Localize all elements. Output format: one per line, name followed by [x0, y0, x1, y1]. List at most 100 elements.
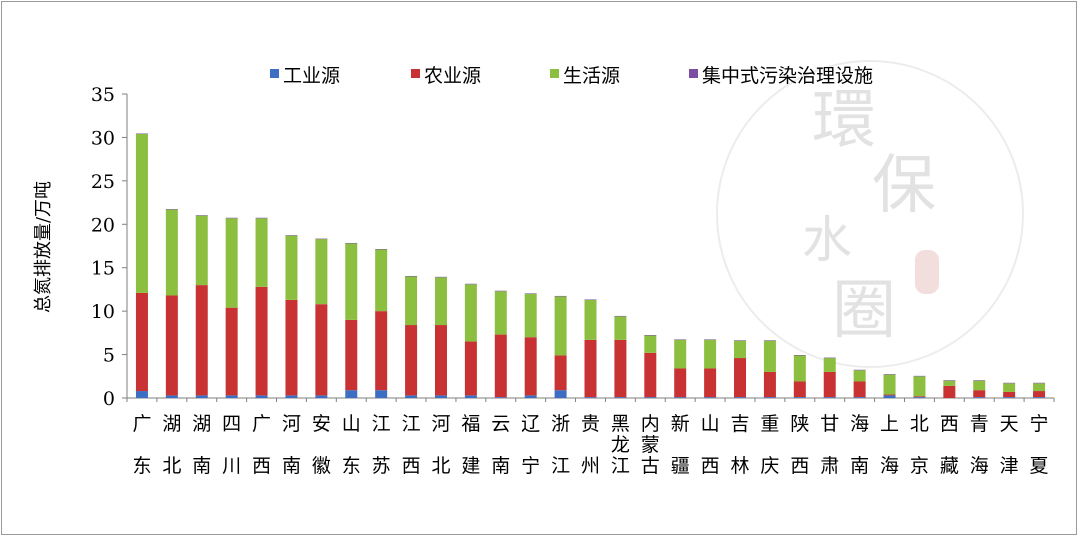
bar-segment — [644, 352, 657, 398]
x-tick-label-char: 海 — [880, 455, 899, 477]
bar-segment — [315, 238, 328, 240]
bar-segment — [345, 319, 358, 391]
legend-label: 集中式污染治理设施 — [702, 65, 873, 87]
x-tick-label-char: 福 — [461, 413, 480, 435]
bar-segment — [823, 371, 836, 398]
x-tick-label-char: 蒙 — [641, 434, 660, 456]
bar-segment — [524, 337, 537, 396]
bar-segment — [793, 355, 806, 356]
bar-segment — [405, 276, 418, 326]
watermark-char: 環 — [812, 84, 876, 158]
x-tick-label: 吉林 — [731, 413, 750, 477]
bar-segment — [823, 397, 836, 398]
x-tick-label-char: 海 — [970, 455, 989, 477]
bar-segment — [584, 397, 597, 398]
bar-segment — [734, 340, 747, 359]
x-tick-label: 北京 — [910, 413, 929, 477]
legend-label: 工业源 — [283, 65, 340, 87]
x-tick-label-char: 浙 — [551, 413, 570, 435]
x-tick-label: 山西 — [701, 413, 720, 477]
y-tick-label: 15 — [91, 258, 115, 280]
x-tick-label-char: 陕 — [790, 413, 809, 435]
x-tick-label-char: 四 — [222, 413, 241, 435]
bar-segment — [973, 380, 986, 381]
x-tick-label: 江西 — [402, 413, 421, 477]
bar-segment — [913, 397, 926, 398]
bar-segment — [823, 358, 836, 372]
x-tick-label-char: 河 — [282, 413, 301, 435]
x-tick-label: 安徽 — [312, 413, 331, 477]
bar-segment — [315, 239, 328, 305]
legend-swatch — [689, 69, 698, 78]
bar-segment — [255, 395, 268, 398]
bar-segment — [943, 385, 956, 398]
bar-segment — [853, 381, 866, 398]
x-tick-label-char: 建 — [461, 455, 480, 477]
x-tick-label: 海南 — [850, 413, 869, 477]
bar-segment — [165, 395, 178, 398]
bar-segment — [734, 340, 747, 341]
bar-segment — [853, 397, 866, 398]
x-tick-label-char: 山 — [701, 413, 720, 435]
bar-segment — [135, 133, 148, 135]
bar-segment — [853, 370, 866, 382]
bar-segment — [225, 307, 238, 396]
bar-segment — [584, 299, 597, 340]
bar-segment — [644, 397, 657, 398]
bar-segment — [405, 395, 418, 398]
bar-segment — [704, 397, 717, 398]
x-tick-label-char: 苏 — [372, 455, 391, 477]
bar-segment — [494, 334, 507, 398]
x-tick-label: 河北 — [431, 413, 450, 477]
x-tick-label-char: 青 — [970, 413, 989, 435]
x-tick-label: 福建 — [461, 413, 480, 477]
x-tick-label-char: 北 — [431, 455, 450, 477]
bar-segment — [405, 325, 418, 396]
x-tick-label: 西藏 — [940, 413, 959, 477]
bar-segment — [285, 395, 298, 398]
x-tick-label-char: 西 — [252, 455, 271, 477]
bar-segment — [345, 390, 358, 398]
y-tick-label: 10 — [91, 301, 115, 323]
bar-segment — [195, 215, 208, 216]
x-tick-label-char: 天 — [1000, 413, 1019, 435]
bar-segment — [913, 375, 926, 377]
bar-segment — [494, 291, 507, 335]
bar-segment — [883, 374, 896, 375]
axes: 0 5 10 15 20 25 30 35 — [91, 84, 1055, 410]
bar-segment — [375, 311, 388, 391]
bar-segment — [1033, 382, 1046, 384]
x-tick-label: 江苏 — [372, 413, 391, 477]
x-tick-label-char: 龙 — [611, 434, 630, 456]
bar-segment — [464, 341, 477, 396]
x-tick-label-char: 山 — [342, 413, 361, 435]
bar-segment — [883, 395, 896, 398]
watermark-char: 保 — [872, 149, 936, 223]
x-tick-label: 甘肃 — [820, 413, 839, 477]
x-tick-label: 云南 — [491, 413, 510, 477]
x-tick-label-char: 内 — [641, 413, 660, 435]
x-tick-label: 新疆 — [671, 413, 690, 477]
bar-segment — [375, 390, 388, 398]
x-tick-label-char: 肃 — [820, 455, 839, 477]
bar-segment — [434, 277, 447, 326]
bar-segment — [345, 242, 358, 244]
bar-segment — [135, 391, 148, 398]
bar-segment — [524, 293, 537, 338]
x-tick-label-char: 西 — [790, 455, 809, 477]
bar-segment — [853, 369, 866, 371]
x-tick-label-char: 重 — [760, 413, 779, 435]
x-tick-label-char: 北 — [910, 413, 929, 435]
bar-segment — [375, 249, 388, 312]
x-tick-label-char: 徽 — [312, 455, 331, 477]
x-tick-label-char: 河 — [431, 413, 450, 435]
bar-segment — [1033, 383, 1046, 392]
bar-segment — [464, 395, 477, 398]
x-tick-label-char: 夏 — [1030, 455, 1049, 477]
y-axis-label: 总氮排放量/万吨 — [33, 181, 54, 313]
x-tick-label-char: 江 — [611, 455, 630, 477]
x-tick-label: 天津 — [1000, 413, 1019, 477]
x-tick-label: 山东 — [342, 413, 361, 477]
bar-segment — [524, 395, 537, 398]
bar-segment — [823, 357, 836, 359]
